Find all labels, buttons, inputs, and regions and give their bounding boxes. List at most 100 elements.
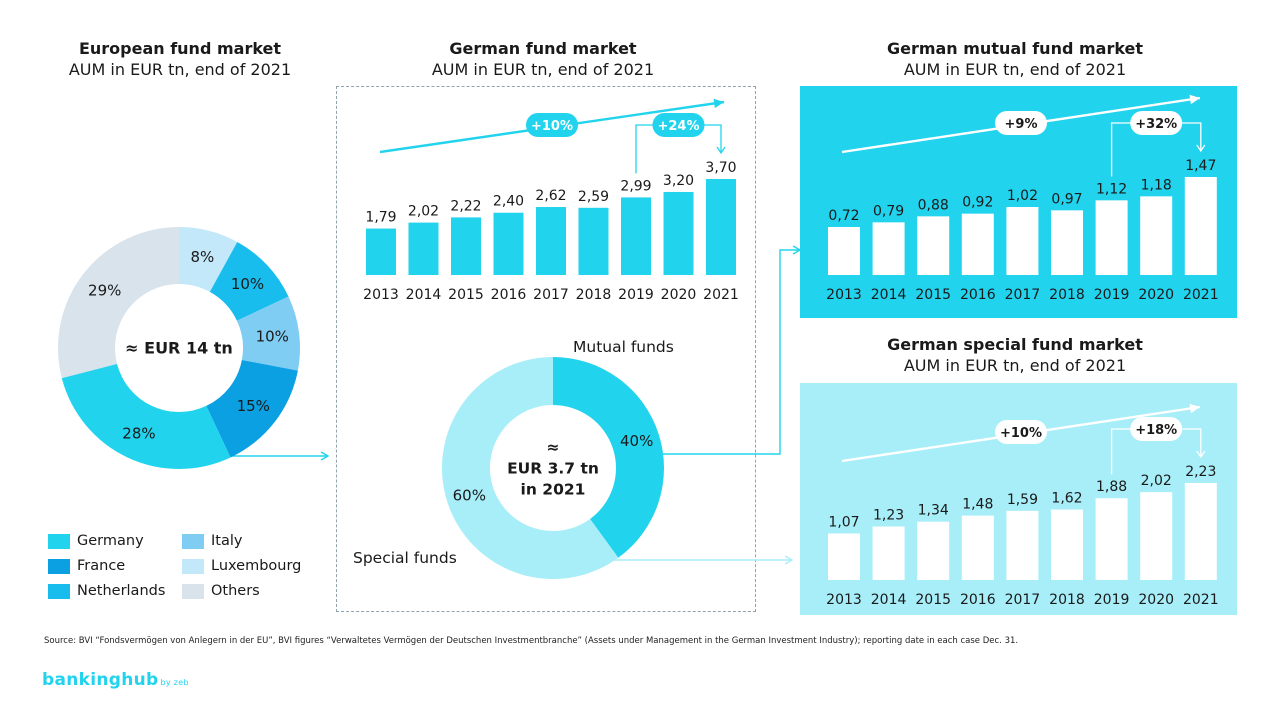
x-tick-label: 2018 [1049, 287, 1085, 303]
bar-2016 [961, 515, 994, 580]
donut-slice-special-funds [442, 357, 619, 579]
bar-value-label: 3,70 [705, 160, 736, 176]
donut-center-label: EUR 3.7 tn [507, 459, 599, 477]
growth-total-pill [995, 111, 1047, 135]
slice-label: 15% [237, 397, 270, 415]
growth-total-label: +10% [531, 119, 573, 134]
donut-center-label: ≈ [547, 439, 560, 457]
legend-label: Luxembourg [211, 558, 302, 574]
bar-2016 [961, 213, 994, 275]
bar-2015 [917, 521, 950, 580]
slice-label: 40% [620, 432, 653, 450]
donut-slice-italy [236, 296, 300, 371]
bar-2013 [828, 227, 860, 275]
bar-2019 [621, 197, 651, 275]
legend-swatch [182, 558, 204, 574]
legend-swatch [182, 533, 204, 549]
european-fund-donut: 8% 10% 10% 15% 28% 29% ≈ EUR 14 tn [57, 227, 300, 469]
bar-2017 [1006, 510, 1039, 580]
logo-suffix: by zeb [160, 678, 189, 687]
legend-swatch [182, 583, 204, 599]
growth-total-label: +10% [1000, 426, 1042, 441]
x-tick-label: 2021 [703, 287, 739, 303]
bar-value-label: 2,23 [1185, 464, 1216, 480]
donut-slice-netherlands [209, 241, 289, 321]
bar-2013 [366, 228, 396, 275]
donut-slice-germany [61, 363, 231, 469]
chart-subtitle: AUM in EUR tn, end of 2021 [431, 60, 655, 79]
bar-value-label: 2,22 [450, 198, 481, 214]
bar-2020 [1140, 196, 1173, 275]
bar-value-label: 1,02 [1007, 188, 1038, 204]
x-tick-label: 2017 [533, 287, 569, 303]
bar-2015 [917, 216, 950, 275]
legend-item-france: France [48, 558, 125, 574]
bar-value-label: 2,99 [620, 178, 651, 194]
legend-label: Netherlands [77, 583, 166, 599]
x-tick-label: 2014 [871, 592, 907, 608]
bar-2019 [1095, 200, 1128, 275]
source-note: Source: BVI “Fondsvermögen von Anlegern … [44, 636, 1019, 646]
chart-subtitle: AUM in EUR tn, end of 2021 [68, 60, 292, 79]
x-tick-label: 2017 [1005, 287, 1041, 303]
chart-title: German mutual fund market [886, 39, 1144, 58]
chart-title: German fund market [449, 39, 637, 58]
bar-value-label: 1,79 [365, 210, 396, 226]
bar-2018 [578, 207, 609, 275]
bar-2017 [1006, 207, 1039, 275]
mutual-fund-bar-chart: 0,72 2013 0,79 2014 0,88 2015 0,92 2016 1,02 2017… [826, 94, 1219, 303]
legend-item-others: Others [182, 583, 260, 599]
bar-2020 [1140, 492, 1173, 580]
bar-value-label: 2,02 [408, 204, 439, 220]
mutual-funds-label: Mutual funds [573, 338, 674, 356]
growth-total-pill [526, 113, 578, 137]
bankinghub-logo[interactable]: bankinghub by zeb [42, 670, 189, 690]
x-tick-label: 2017 [1005, 592, 1041, 608]
donut-slice-luxembourg [179, 227, 238, 292]
x-tick-label: 2019 [618, 287, 654, 303]
bar-value-label: 0,72 [828, 208, 859, 224]
growth-recent-label: +32% [1135, 117, 1177, 132]
chart-subtitle: AUM in EUR tn, end of 2021 [903, 356, 1127, 375]
growth-recent-pill [652, 113, 705, 137]
special-funds-label: Special funds [353, 549, 457, 567]
german-special-fund-market-title: German special fund market AUM in EUR tn… [855, 334, 1175, 376]
growth-total-label: +9% [1005, 117, 1038, 132]
growth-recent-pill [1130, 111, 1183, 135]
x-tick-label: 2020 [1138, 287, 1174, 303]
german-fund-dashed-box [336, 86, 756, 612]
bar-2020 [663, 191, 694, 275]
bar-value-label: 1,48 [962, 497, 993, 513]
slice-label: 60% [453, 486, 486, 504]
x-tick-label: 2014 [406, 287, 442, 303]
chart-subtitle: AUM in EUR tn, end of 2021 [903, 60, 1127, 79]
x-tick-label: 2021 [1183, 287, 1219, 303]
legend-label: Others [211, 583, 260, 599]
chart-title: European fund market [78, 39, 282, 58]
legend-label: Germany [77, 533, 144, 549]
legend-item-luxembourg: Luxembourg [182, 558, 301, 574]
bar-value-label: 0,88 [918, 197, 949, 213]
x-tick-label: 2014 [871, 287, 907, 303]
x-tick-label: 2013 [363, 287, 399, 303]
trend-arrow-head [1189, 403, 1200, 414]
bar-value-label: 1,47 [1185, 158, 1216, 174]
bar-value-label: 2,59 [578, 189, 609, 205]
special-fund-bar-chart: 1,07 2013 1,23 2014 1,34 2015 1,48 2016 1,59 2017… [826, 403, 1219, 608]
slice-label: 28% [122, 424, 155, 442]
bar-value-label: 3,20 [663, 173, 694, 189]
trend-arrow-head [1189, 94, 1200, 105]
x-tick-label: 2018 [576, 287, 612, 303]
recent-growth-arrowhead [1196, 144, 1206, 153]
bar-value-label: 2,40 [493, 194, 524, 210]
bar-value-label: 1,18 [1141, 177, 1172, 193]
slice-label: 8% [190, 248, 214, 266]
x-tick-label: 2015 [915, 287, 951, 303]
logo-main: bankinghub [42, 670, 159, 690]
donut-slice-france [206, 359, 298, 458]
bar-2021 [1184, 177, 1217, 275]
mutual-connector [662, 245, 802, 455]
bar-2014 [408, 222, 439, 275]
legend: Germany France Netherlands Italy Luxembo… [48, 533, 328, 613]
bar-2017 [536, 207, 566, 275]
